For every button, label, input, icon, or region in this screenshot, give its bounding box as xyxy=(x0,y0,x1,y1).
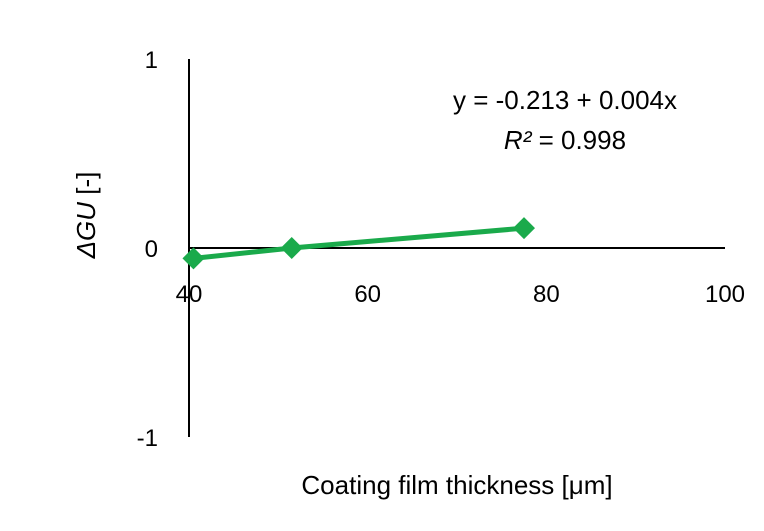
regression-equation: y = -0.213 + 0.004x xyxy=(453,85,677,115)
y-tick-label-bottom: -1 xyxy=(137,425,158,452)
x-tick-label-40: 40 xyxy=(176,281,203,308)
data-point-marker xyxy=(280,237,303,259)
y-axis-title: ΔGU [-] xyxy=(71,172,101,260)
x-tick-label-80: 80 xyxy=(533,281,560,308)
data-point-marker xyxy=(513,217,535,240)
y-axis-title-unit: [-] xyxy=(71,172,101,202)
r-squared-symbol: R² xyxy=(504,125,533,155)
y-tick-label-zero: 0 xyxy=(145,236,158,263)
r-squared-value: = 0.998 xyxy=(531,125,626,155)
y-tick-label-top: 1 xyxy=(145,47,158,74)
x-tick-label-100: 100 xyxy=(705,281,745,308)
series-markers xyxy=(182,217,535,270)
x-tick-label-60: 60 xyxy=(354,281,381,308)
y-axis-title-symbol: ΔGU xyxy=(71,202,101,260)
r-squared-label: R² = 0.998 xyxy=(504,125,626,155)
data-point-marker xyxy=(182,247,205,270)
series-line xyxy=(193,225,525,261)
x-axis-title: Coating film thickness [μm] xyxy=(301,470,612,500)
